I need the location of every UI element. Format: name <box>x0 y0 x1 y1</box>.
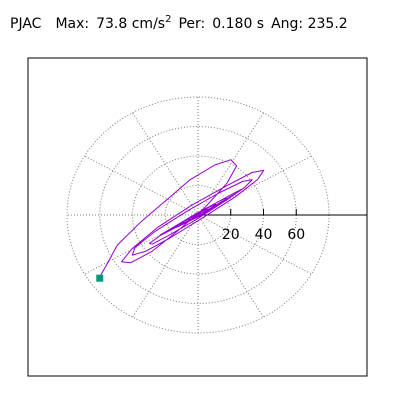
max-unit: cm/s <box>131 16 166 32</box>
trace-end-marker <box>96 266 106 282</box>
period-label: Per: <box>178 16 206 32</box>
trace-path <box>105 159 265 268</box>
radial-tick-label: 20 <box>222 227 240 243</box>
angle-label: Ang: <box>271 16 304 32</box>
chart-header: PJAC Max: 73.8 cm/s2 Per: 0.180 s Ang: 235.2 <box>10 14 348 33</box>
station-code: PJAC <box>10 16 42 32</box>
angle-value: 235.2 <box>307 16 348 32</box>
grid-spoke <box>132 214 199 318</box>
grid-spoke <box>197 112 264 216</box>
grid-spoke <box>84 155 199 216</box>
radial-tick-label: 40 <box>255 227 273 243</box>
radial-ticks: 20 40 60 <box>222 209 305 243</box>
period-value: 0.180 s <box>212 16 265 32</box>
motion-trace <box>105 159 265 268</box>
grid-spoke <box>197 214 312 275</box>
plot-frame <box>27 57 368 377</box>
end-point-square <box>96 274 104 282</box>
max-unit-exponent: 2 <box>165 14 172 25</box>
grid-spoke <box>132 112 199 216</box>
max-value: 73.8 <box>96 16 128 32</box>
grid-spoke <box>197 214 264 318</box>
radial-tick-label: 60 <box>287 227 305 243</box>
max-label: Max: <box>55 16 90 32</box>
